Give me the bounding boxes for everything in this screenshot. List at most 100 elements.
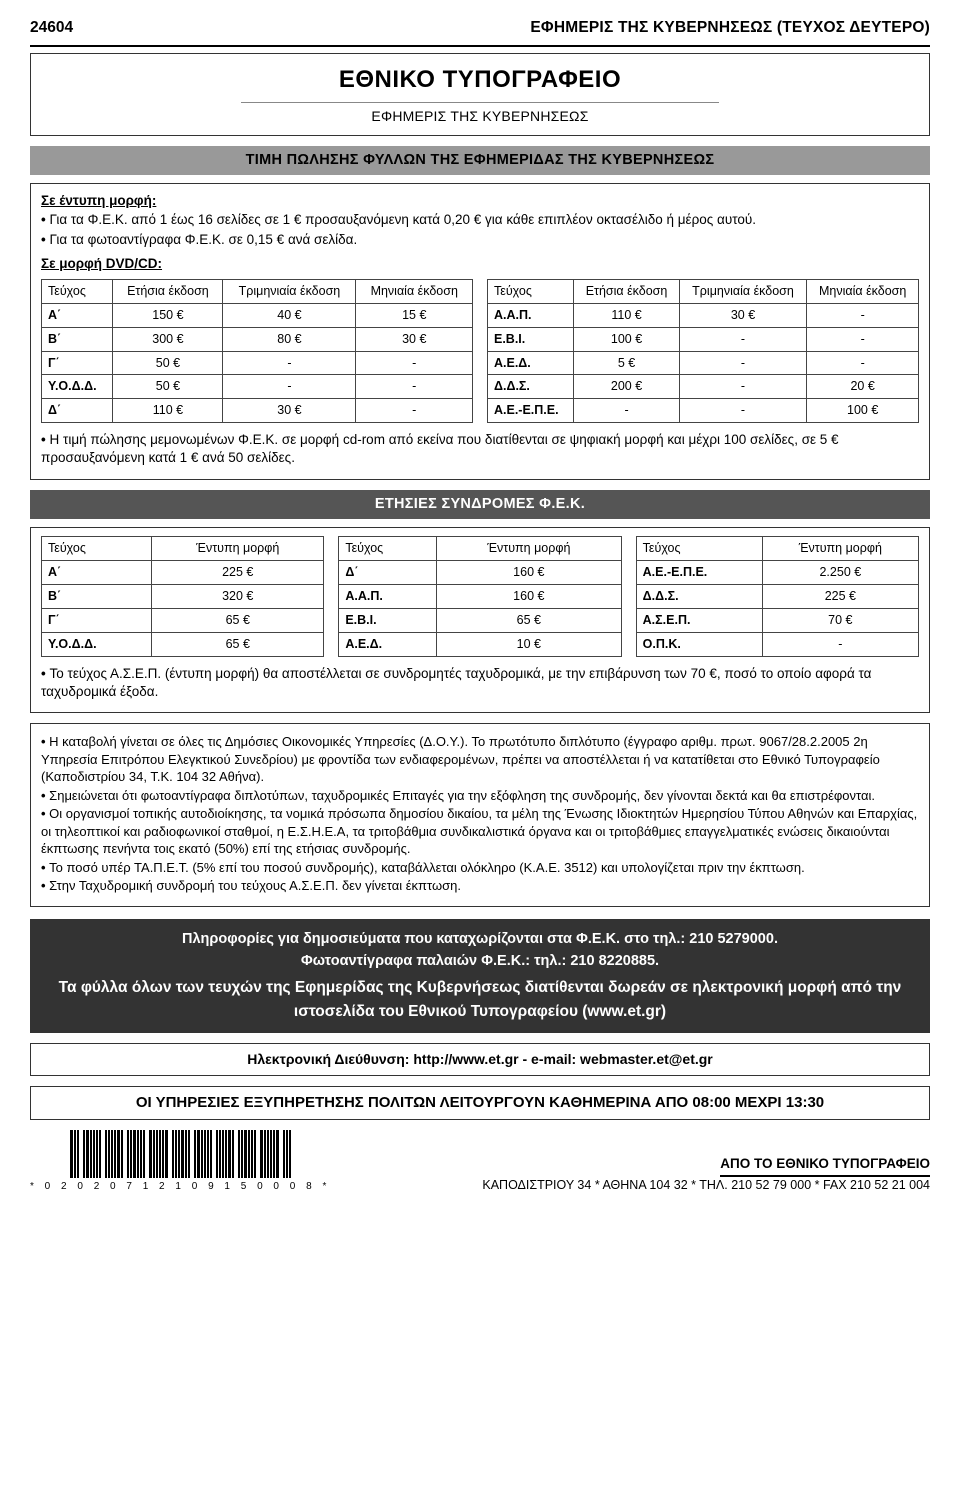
table-cell: Υ.Ο.Δ.Δ. (42, 632, 152, 656)
table-row: Α.Α.Π.110 €30 €- (488, 303, 919, 327)
table-cell: - (762, 632, 918, 656)
dvd-tables: ΤεύχοςΕτήσια έκδοσηΤριμηνιαία έκδοσηΜηνι… (41, 279, 919, 423)
table-cell: Δ.Δ.Σ. (488, 375, 574, 399)
dark-line-1: Πληροφορίες για δημοσιεύματα που καταχωρ… (48, 929, 912, 951)
table-cell: 160 € (436, 561, 621, 585)
rules-list: Η καταβολή γίνεται σε όλες τις Δημόσιες … (41, 733, 919, 895)
section-band-prices: ΤΙΜΗ ΠΩΛΗΣΗΣ ΦΥΛΛΩΝ ΤΗΣ ΕΦΗΜΕΡΙΔΑΣ ΤΗΣ Κ… (30, 146, 930, 176)
table-row: Β΄320 € (42, 584, 324, 608)
subs-note: Το τεύχος Α.Σ.Ε.Π. (έντυπη μορφή) θα απο… (41, 665, 919, 701)
title-box: ΕΘΝΙΚΟ ΤΥΠΟΓΡΑΦΕΙΟ ΕΦΗΜΕΡΙΣ ΤΗΣ ΚΥΒΕΡΝΗΣ… (30, 53, 930, 136)
table-cell: 5 € (574, 351, 679, 375)
print-bullets: Για τα Φ.Ε.Κ. από 1 έως 16 σελίδες σε 1 … (41, 211, 919, 248)
table-cell: Α.Ε.-Ε.Π.Ε. (636, 561, 762, 585)
table-cell: 100 € (807, 399, 919, 423)
table-cell: Υ.Ο.Δ.Δ. (42, 375, 113, 399)
table-cell: Β΄ (42, 327, 113, 351)
dvd-table-left: ΤεύχοςΕτήσια έκδοσηΤριμηνιαία έκδοσηΜηνι… (41, 279, 473, 423)
subs-tables: ΤεύχοςΈντυπη μορφήΑ΄225 €Β΄320 €Γ΄65 €Υ.… (41, 536, 919, 656)
title-line-1: ΕΘΝΙΚΟ ΤΥΠΟΓΡΑΦΕΙΟ (31, 64, 929, 96)
table-cell: - (679, 375, 807, 399)
table-cell: - (356, 375, 473, 399)
table-cell: - (679, 351, 807, 375)
table-row: Α.Ε.-Ε.Π.Ε.--100 € (488, 399, 919, 423)
table-cell: Δ.Δ.Σ. (636, 584, 762, 608)
table-cell: 150 € (113, 303, 223, 327)
table-header: Έντυπη μορφή (436, 537, 621, 561)
table-cell: 110 € (574, 303, 679, 327)
table-cell: 50 € (113, 351, 223, 375)
table-header: Τεύχος (42, 279, 113, 303)
table-row: Δ΄110 €30 €- (42, 399, 473, 423)
table-cell: Ε.Β.Ι. (488, 327, 574, 351)
dvd-note-list: Η τιμή πώλησης μεμονωμένων Φ.Ε.Κ. σε μορ… (41, 431, 919, 467)
table-row: Υ.Ο.Δ.Δ.50 €-- (42, 375, 473, 399)
page-header: 24604 ΕΦΗΜΕΡΙΣ ΤΗΣ ΚΥΒΕΡΝΗΣΕΩΣ (ΤΕΥΧΟΣ Δ… (30, 18, 930, 39)
hours-box: ΟΙ ΥΠΗΡΕΣΙΕΣ ΕΞΥΠΗΡΕΤΗΣΗΣ ΠΟΛΙΤΩΝ ΛΕΙΤΟΥ… (30, 1086, 930, 1120)
table-cell: 20 € (807, 375, 919, 399)
table-cell: Α.Ε.-Ε.Π.Ε. (488, 399, 574, 423)
barcode-bars (70, 1130, 291, 1178)
table-cell: - (807, 327, 919, 351)
dvd-note: Η τιμή πώλησης μεμονωμένων Φ.Ε.Κ. σε μορ… (41, 431, 919, 467)
subs-section: ΤεύχοςΈντυπη μορφήΑ΄225 €Β΄320 €Γ΄65 €Υ.… (30, 527, 930, 713)
table-header: Μηνιαία έκδοση (356, 279, 473, 303)
from-title: ΑΠΟ ΤΟ ΕΘΝΙΚΟ ΤΥΠΟΓΡΑΦΕΙΟ (720, 1155, 930, 1177)
table-cell: Α΄ (42, 561, 152, 585)
table-cell: Α.Σ.Ε.Π. (636, 608, 762, 632)
table-cell: Γ΄ (42, 608, 152, 632)
table-cell: 30 € (356, 327, 473, 351)
table-header: Τεύχος (339, 537, 437, 561)
dvd-table-right: ΤεύχοςΕτήσια έκδοσηΤριμηνιαία έκδοσηΜηνι… (487, 279, 919, 423)
table-cell: 30 € (679, 303, 807, 327)
from-box: ΑΠΟ ΤΟ ΕΘΝΙΚΟ ΤΥΠΟΓΡΑΦΕΙΟ ΚΑΠΟΔΙΣΤΡΙΟΥ 3… (482, 1155, 930, 1194)
table-cell: 2.250 € (762, 561, 918, 585)
table-cell: 50 € (113, 375, 223, 399)
table-cell: - (807, 303, 919, 327)
rule-5: Στην Ταχυδρομική συνδρομή του τεύχους Α.… (41, 877, 919, 895)
subs-table-3: ΤεύχοςΈντυπη μορφήΑ.Ε.-Ε.Π.Ε.2.250 €Δ.Δ.… (636, 536, 919, 656)
table-row: Γ΄65 € (42, 608, 324, 632)
table-cell: - (574, 399, 679, 423)
table-cell: Α.Α.Π. (339, 584, 437, 608)
table-cell: - (223, 351, 356, 375)
table-header: Τεύχος (488, 279, 574, 303)
table-cell: 300 € (113, 327, 223, 351)
table-row: Α.Α.Π.160 € (339, 584, 621, 608)
table-cell: - (223, 375, 356, 399)
table-row: Γ΄50 €-- (42, 351, 473, 375)
table-header: Τριμηνιαία έκδοση (223, 279, 356, 303)
table-cell: 65 € (152, 608, 324, 632)
table-cell: 10 € (436, 632, 621, 656)
table-header: Έντυπη μορφή (152, 537, 324, 561)
subs-table-1: ΤεύχοςΈντυπη μορφήΑ΄225 €Β΄320 €Γ΄65 €Υ.… (41, 536, 324, 656)
table-cell: 65 € (436, 608, 621, 632)
page-number: 24604 (30, 18, 73, 39)
table-row: Α.Ε.Δ.5 €-- (488, 351, 919, 375)
footer-row: * 0 2 0 2 0 7 1 2 1 0 9 1 5 0 0 0 8 * ΑΠ… (30, 1130, 930, 1194)
table-row: Ε.Β.Ι.65 € (339, 608, 621, 632)
table-cell: 70 € (762, 608, 918, 632)
table-cell: 100 € (574, 327, 679, 351)
table-cell: 320 € (152, 584, 324, 608)
journal-title: ΕΦΗΜΕΡΙΣ ΤΗΣ ΚΥΒΕΡΝΗΣΕΩΣ (ΤΕΥΧΟΣ ΔΕΥΤΕΡΟ… (530, 18, 930, 39)
price-section: Σε έντυπη μορφή: Για τα Φ.Ε.Κ. από 1 έως… (30, 183, 930, 480)
table-cell: Α΄ (42, 303, 113, 327)
table-header: Μηνιαία έκδοση (807, 279, 919, 303)
table-cell: 200 € (574, 375, 679, 399)
table-cell: Ε.Β.Ι. (339, 608, 437, 632)
table-cell: 225 € (152, 561, 324, 585)
dark-line-3: Τα φύλλα όλων των τευχών της Εφημερίδας … (48, 976, 912, 1023)
table-cell: - (356, 399, 473, 423)
table-cell: Ο.Π.Κ. (636, 632, 762, 656)
table-cell: 160 € (436, 584, 621, 608)
header-rule (30, 45, 930, 47)
barcode: * 0 2 0 2 0 7 1 2 1 0 9 1 5 0 0 0 8 * (30, 1130, 330, 1194)
print-bullet-2: Για τα φωτοαντίγραφα Φ.Ε.Κ. σε 0,15 € αν… (41, 231, 919, 249)
rule-1: Η καταβολή γίνεται σε όλες τις Δημόσιες … (41, 733, 919, 786)
table-cell: Δ΄ (42, 399, 113, 423)
table-row: Υ.Ο.Δ.Δ.65 € (42, 632, 324, 656)
table-cell: - (679, 399, 807, 423)
subs-note-list: Το τεύχος Α.Σ.Ε.Π. (έντυπη μορφή) θα απο… (41, 665, 919, 701)
rule-2: Σημειώνεται ότι φωτοαντίγραφα διπλοτύπων… (41, 787, 919, 805)
